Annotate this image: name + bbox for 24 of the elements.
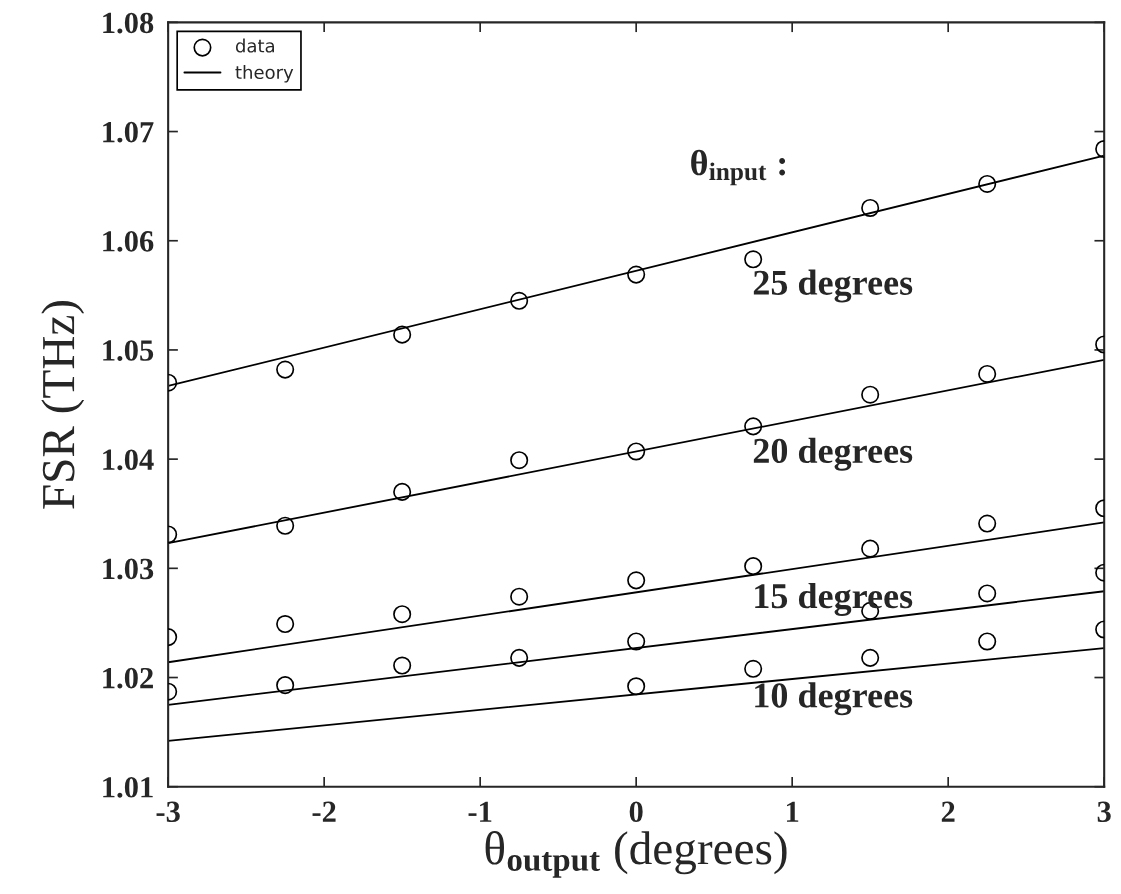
- x-tick-label: -1: [468, 801, 492, 822]
- y-tick-label: 1.01: [103, 777, 153, 798]
- annotation: 10 degrees: [755, 682, 913, 716]
- y-tick-label: 1.05: [103, 340, 154, 361]
- annotation: 15 degrees: [755, 582, 913, 616]
- legend-label: theory: [235, 65, 294, 83]
- x-tick-label: 0: [629, 801, 643, 823]
- annotation: 25 degrees: [753, 269, 913, 303]
- annotation: 20 degrees: [753, 437, 913, 471]
- y-tick-label: 1.02: [103, 667, 153, 689]
- y-tick-label: 1.06: [103, 231, 154, 252]
- y-tick-label: 1.03: [103, 558, 154, 580]
- annotation: θ$_{input}$ :: [691, 149, 786, 186]
- x-tick-label: 2: [941, 801, 955, 822]
- y-tick-label: 1.08: [103, 12, 154, 34]
- x-tick-label: 1: [786, 801, 799, 822]
- x-tick-label: 3: [1097, 801, 1111, 823]
- legend-label: data: [235, 38, 274, 53]
- x-tick-label: -2: [312, 801, 336, 822]
- y-axis-title: FSR (THz): [41, 301, 85, 509]
- y-tick-label: 1.07: [103, 121, 154, 143]
- x-tick-label: -3: [156, 801, 180, 823]
- y-tick-label: 1.04: [103, 449, 154, 471]
- x-axis-title: θ$_{output}$ (degrees): [485, 831, 787, 878]
